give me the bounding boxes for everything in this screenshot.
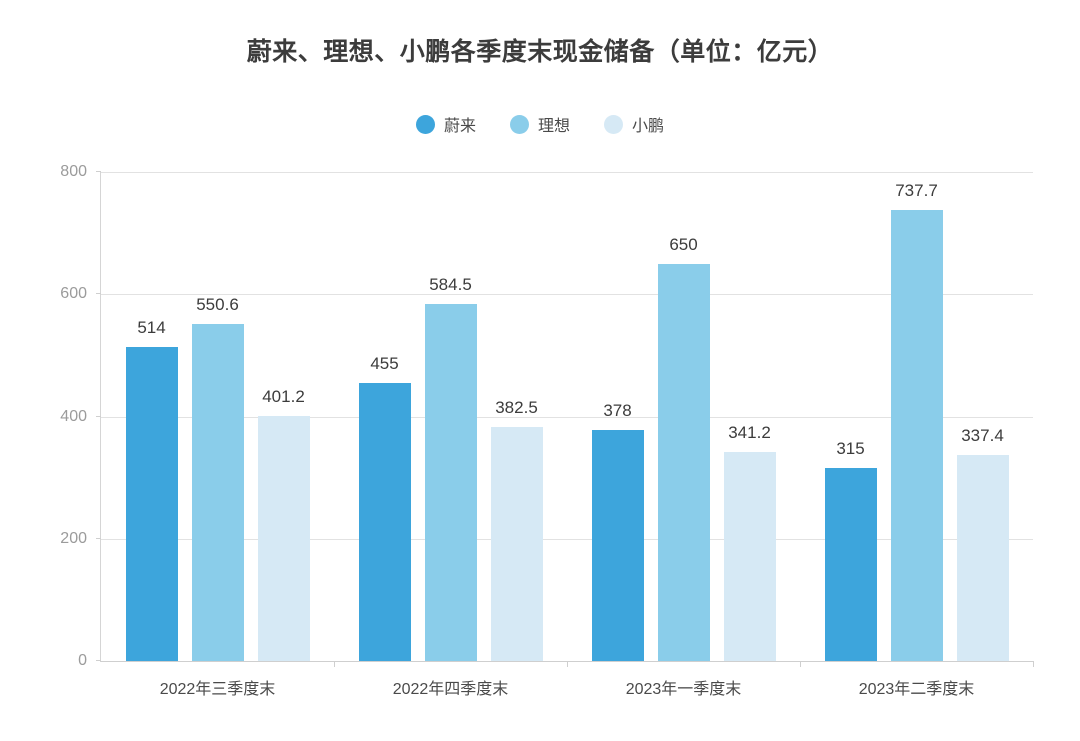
- legend-swatch-icon: [604, 114, 623, 134]
- chart-title: 蔚来、理想、小鹏各季度末现金储备（单位：亿元）: [246, 38, 834, 66]
- y-axis-tick-mark: [96, 171, 101, 172]
- y-axis-tick-label: 0: [78, 652, 87, 669]
- legend-label: 理想: [537, 118, 570, 135]
- bars-layer: 514 550.6 401.2 455 584.5 382.5 378 650 341.2 315…: [101, 172, 1033, 661]
- legend-swatch-icon: [509, 114, 529, 134]
- bar-value-label: 378: [603, 400, 632, 420]
- legend-item-series-3[interactable]: 小鹏: [604, 112, 664, 136]
- x-axis-tick-mark: [1033, 661, 1034, 667]
- gridline: [101, 416, 1033, 418]
- bar-value-label: 337.4: [961, 425, 1004, 445]
- legend-label: 蔚来: [443, 118, 476, 135]
- bar-value-label: 550.6: [196, 295, 239, 315]
- x-axis-tick-mark: [334, 661, 335, 667]
- gridline: [101, 172, 1033, 173]
- y-axis-tick-mark: [96, 660, 101, 661]
- bar[interactable]: 584.5: [424, 275, 477, 661]
- y-axis-tick-label: 800: [60, 163, 87, 180]
- bar-value-label: 315: [836, 439, 865, 459]
- bar[interactable]: 514: [125, 318, 178, 661]
- bar[interactable]: 382.5: [490, 398, 543, 661]
- bar-value-label: 341.2: [728, 423, 771, 443]
- bar-value-label: 455: [370, 353, 399, 373]
- bar-value-label: 737.7: [895, 181, 938, 201]
- gridline: [101, 538, 1033, 540]
- bar-value-label: 650: [669, 234, 698, 254]
- bar-value-label: 401.2: [262, 386, 305, 406]
- chart-legend: 蔚来 理想 小鹏: [0, 112, 1080, 136]
- bar[interactable]: 650: [657, 235, 710, 661]
- legend-item-series-1[interactable]: 蔚来: [415, 112, 476, 136]
- x-axis-tick-mark: [567, 661, 568, 667]
- y-axis-tick-mark: [96, 293, 101, 295]
- x-axis-category-label: 2023年一季度末: [625, 681, 742, 698]
- y-axis-tick-mark: [96, 537, 101, 539]
- x-axis-tick-mark: [800, 661, 801, 667]
- bar[interactable]: 378: [591, 401, 644, 661]
- plot-area: 0 200 400 600 800 514 550.6 401.2 455 584.5 382.5…: [60, 163, 1034, 698]
- legend-item-series-2[interactable]: 理想: [509, 112, 570, 136]
- bar[interactable]: 737.7: [890, 181, 943, 661]
- bar[interactable]: 550.6: [191, 295, 244, 661]
- y-axis-tick-label: 600: [60, 285, 87, 303]
- bar[interactable]: 337.4: [956, 426, 1009, 661]
- legend-label: 小鹏: [632, 118, 665, 135]
- x-axis-category-label: 2022年四季度末: [392, 681, 509, 698]
- bar[interactable]: 401.2: [257, 387, 310, 661]
- bar[interactable]: 341.2: [723, 423, 776, 661]
- y-axis-tick-label: 200: [60, 529, 87, 547]
- y-axis-tick-label: 400: [60, 407, 87, 425]
- bar-value-label: 584.5: [429, 274, 472, 294]
- x-axis-category-label: 2023年二季度末: [858, 681, 975, 698]
- legend-swatch-icon: [415, 114, 435, 134]
- bar-value-label: 382.5: [495, 398, 538, 418]
- y-axis-tick-mark: [96, 415, 101, 417]
- gridline: [101, 294, 1033, 296]
- x-axis-category-label: 2022年三季度末: [159, 681, 276, 698]
- bar[interactable]: 455: [358, 354, 411, 661]
- bar[interactable]: 315: [824, 439, 877, 661]
- bar-value-label: 514: [137, 317, 166, 337]
